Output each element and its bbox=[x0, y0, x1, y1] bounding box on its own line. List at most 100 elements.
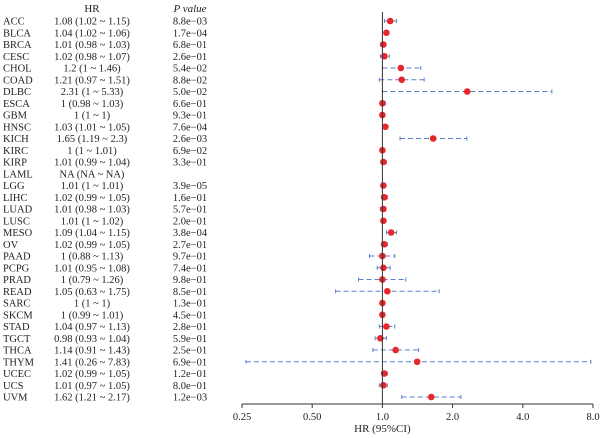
row-hr-ci: 1.65 (1.19 ~ 2.3) bbox=[57, 134, 128, 145]
forest-row: LUSC 1.01 (1 ~ 1.02) 2.0e−01 bbox=[3, 216, 387, 227]
row-label: LUSC bbox=[3, 216, 30, 227]
row-hr-ci: 1.21 (0.97 ~ 1.51) bbox=[54, 75, 130, 86]
hr-point bbox=[384, 287, 391, 295]
row-p-value: 1.6e−01 bbox=[173, 193, 207, 204]
row-label: UCS bbox=[3, 381, 24, 392]
row-hr-ci: 1.08 (1.02 ~ 1.15) bbox=[54, 17, 130, 28]
hr-point bbox=[380, 264, 387, 272]
forest-row: KIRP 1.01 (0.99 ~ 1.04) 3.3e−01 bbox=[3, 158, 387, 169]
row-hr-ci: 1.03 (1.01 ~ 1.05) bbox=[54, 122, 130, 133]
row-p-value: 5.0e−02 bbox=[173, 87, 207, 98]
row-label: ESCA bbox=[3, 99, 30, 110]
forest-row: PRAD 1 (0.79 ~ 1.26) 9.8e−01 bbox=[3, 275, 407, 286]
row-label: COAD bbox=[3, 75, 33, 86]
row-hr-ci: 1.01 (1 ~ 1.01) bbox=[61, 181, 124, 192]
row-label: UCEC bbox=[3, 369, 31, 380]
row-hr-ci: 1.01 (0.98 ~ 1.03) bbox=[54, 205, 130, 216]
x-tick-label: 0.50 bbox=[303, 412, 321, 423]
row-label: THYM bbox=[3, 357, 35, 368]
forest-row: READ 1.05 (0.63 ~ 1.75) 8.5e−01 bbox=[3, 287, 440, 298]
row-hr-ci: 1.04 (0.97 ~ 1.13) bbox=[54, 322, 130, 333]
hr-point bbox=[413, 358, 421, 366]
row-label: CHOL bbox=[3, 64, 32, 75]
row-hr-ci: 1 (1 ~ 1) bbox=[74, 299, 111, 310]
forest-row: LUAD 1.01 (0.98 ~ 1.03) 5.7e−01 bbox=[3, 205, 387, 216]
row-hr-ci: 1.01 (1 ~ 1.02) bbox=[61, 216, 124, 227]
row-p-value: 6.6e−01 bbox=[173, 99, 207, 110]
hr-point bbox=[427, 393, 435, 401]
row-label: LUAD bbox=[3, 205, 33, 216]
x-axis-ticks: 0.25 0.50 1.0 2.0 4.0 8.0 bbox=[233, 404, 600, 423]
forest-row: UVM 1.62 (1.21 ~ 2.17) 1.2e−03 bbox=[3, 393, 462, 404]
row-label: ACC bbox=[3, 17, 25, 28]
row-p-value: 1.2e−03 bbox=[173, 393, 207, 404]
hr-point bbox=[397, 64, 405, 72]
hr-point bbox=[429, 135, 437, 142]
row-hr-ci: 1.04 (1.02 ~ 1.06) bbox=[54, 28, 130, 39]
row-hr-ci: 1.02 (0.99 ~ 1.05) bbox=[54, 369, 130, 380]
row-label: KICH bbox=[3, 134, 29, 145]
row-hr-ci: 1.01 (0.99 ~ 1.04) bbox=[54, 158, 130, 169]
row-label: KIRP bbox=[3, 158, 27, 169]
row-hr-ci: 2.31 (1 ~ 5.33) bbox=[61, 87, 124, 98]
forest-row: LGG 1.01 (1 ~ 1.01) 3.9e−05 bbox=[3, 181, 387, 192]
row-label: SARC bbox=[3, 299, 30, 310]
forest-row: LIHC 1.02 (0.99 ~ 1.05) 1.6e−01 bbox=[3, 193, 388, 204]
row-p-value: 5.9e−01 bbox=[173, 334, 207, 345]
hr-point bbox=[380, 205, 387, 213]
row-label: OV bbox=[3, 240, 19, 251]
forest-row: MESO 1.09 (1.04 ~ 1.15) 3.8e−04 bbox=[3, 228, 398, 239]
x-tick-label: 8.0 bbox=[586, 412, 599, 423]
x-tick-label: 4.0 bbox=[516, 412, 529, 423]
row-label: HNSC bbox=[3, 122, 31, 133]
hr-point bbox=[380, 182, 387, 189]
row-p-value: 3.3e−01 bbox=[173, 158, 207, 169]
row-p-value: 6.9e−02 bbox=[173, 146, 207, 157]
row-hr-ci: 1.05 (0.63 ~ 1.75) bbox=[54, 287, 130, 298]
row-label: DLBC bbox=[3, 87, 31, 98]
row-hr-ci: 1.41 (0.26 ~ 7.83) bbox=[54, 357, 130, 368]
forest-row: THCA 1.14 (0.91 ~ 1.43) 2.5e−01 bbox=[3, 346, 420, 357]
row-label: MESO bbox=[3, 228, 33, 239]
row-label: KIRC bbox=[3, 146, 28, 157]
forest-row: COAD 1.21 (0.97 ~ 1.51) 8.8e−02 bbox=[3, 75, 425, 86]
row-p-value: 2.6e−01 bbox=[173, 52, 207, 63]
row-hr-ci: 1 (1 ~ 1.01) bbox=[67, 146, 117, 157]
row-p-value: 1.7e−04 bbox=[173, 28, 208, 39]
row-p-value: 8.5e−01 bbox=[173, 287, 207, 298]
row-p-value: 7.6e−04 bbox=[173, 122, 208, 133]
forest-row: ACC 1.08 (1.02 ~ 1.15) 8.8e−03 bbox=[3, 17, 398, 28]
row-hr-ci: 1.01 (0.98 ~ 1.03) bbox=[54, 40, 130, 51]
forest-row: KICH 1.65 (1.19 ~ 2.3) 2.6e−03 bbox=[3, 134, 468, 145]
row-hr-ci: 1.09 (1.04 ~ 1.15) bbox=[54, 228, 130, 239]
forest-row: HNSC 1.03 (1.01 ~ 1.05) 7.6e−04 bbox=[3, 122, 389, 133]
forest-rows: ACC 1.08 (1.02 ~ 1.15) 8.8e−03 BLCA 1.04 (1.… bbox=[3, 17, 592, 404]
row-hr-ci: 1.02 (0.98 ~ 1.07) bbox=[54, 52, 130, 63]
hr-point bbox=[383, 323, 390, 330]
row-label: LIHC bbox=[3, 193, 28, 204]
hr-point bbox=[380, 217, 387, 225]
hr-point bbox=[386, 17, 394, 25]
row-hr-ci: 0.98 (0.93 ~ 1.04) bbox=[54, 334, 130, 345]
row-hr-ci: 1.02 (0.99 ~ 1.05) bbox=[54, 193, 130, 204]
row-hr-ci: 1 (0.99 ~ 1.01) bbox=[61, 310, 124, 321]
hr-point bbox=[398, 76, 406, 84]
row-label: BLCA bbox=[3, 28, 31, 39]
row-hr-ci: NA (NA ~ NA) bbox=[60, 169, 125, 180]
hr-point bbox=[392, 346, 399, 354]
x-tick-label: 1.0 bbox=[376, 412, 389, 423]
row-p-value: 3.8e−04 bbox=[173, 228, 208, 239]
forest-row: OV 1.02 (0.99 ~ 1.05) 2.7e−01 bbox=[3, 240, 388, 251]
row-p-value: 6.8e−01 bbox=[173, 40, 207, 51]
row-hr-ci: 1 (0.98 ~ 1.03) bbox=[61, 99, 124, 110]
row-p-value: 2.5e−01 bbox=[173, 346, 207, 357]
forest-row: GBM 1 (1 ~ 1) 9.3e−01 bbox=[3, 111, 386, 122]
forest-row: BRCA 1.01 (0.98 ~ 1.03) 6.8e−01 bbox=[3, 40, 387, 51]
hr-point bbox=[380, 381, 387, 389]
row-p-value: 9.7e−01 bbox=[173, 252, 207, 263]
row-label: PRAD bbox=[3, 275, 31, 286]
row-label: THCA bbox=[3, 346, 32, 357]
forest-row: CESC 1.02 (0.98 ~ 1.07) 2.6e−01 bbox=[3, 52, 390, 63]
p-value-column-header: P value bbox=[172, 3, 206, 15]
row-p-value: 8.8e−03 bbox=[173, 17, 207, 28]
